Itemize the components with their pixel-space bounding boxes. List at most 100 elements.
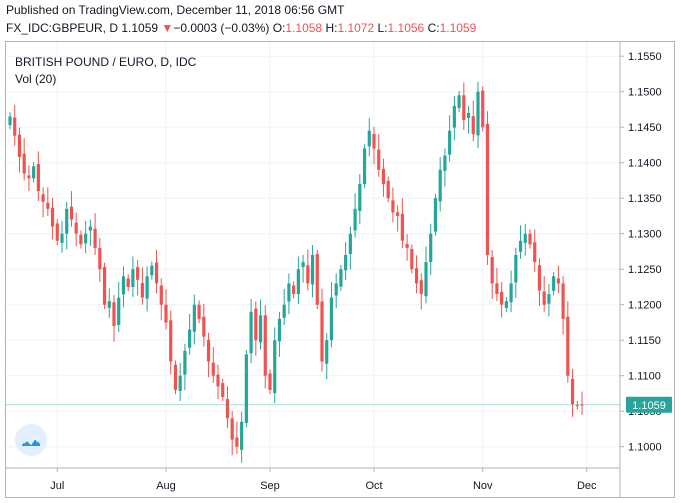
candle-body [504,301,508,308]
candle-body [225,399,230,419]
chart-legend-title: BRITISH POUND / EURO, D, IDC [15,55,197,69]
candle [268,369,272,395]
candle [485,111,490,265]
candle-body [154,262,159,284]
candle-body [292,285,296,295]
candle [159,278,163,321]
candle-body [495,283,499,295]
low-label: L: [377,21,388,35]
candle-body [485,124,490,255]
volume-legend: Vol (20) [15,72,57,86]
candle [514,247,518,298]
candle-body [235,437,239,447]
candle [254,301,258,356]
candle-body [69,206,74,220]
candle-body [405,243,409,248]
candle-body [410,248,414,270]
candle [235,421,239,454]
candle-body [443,155,447,171]
candle [98,237,102,282]
candle [448,115,452,162]
candle [377,133,381,177]
candle-body [117,297,121,325]
candle [136,259,140,296]
last-price-label: 1.1059 [632,400,666,412]
tradingview-logo-icon[interactable] [15,424,47,456]
candle [27,165,31,192]
candle [471,100,475,142]
candle [93,213,97,255]
candle [121,266,126,308]
candle [282,289,286,325]
open-value: 1.1058 [285,21,323,35]
candle [457,90,461,113]
candle-body [244,354,248,423]
candle [287,273,291,315]
candle-body [372,133,376,149]
candle-body [150,265,154,276]
candle-body [339,269,343,287]
x-tick-label: Sep [260,480,280,492]
candle-body [570,378,575,405]
candle-body [471,116,475,135]
candle [504,296,508,313]
candle-body [518,240,523,252]
candle-body [46,202,50,209]
candle [353,193,357,238]
candle [258,299,263,350]
candle [329,281,334,348]
high-value: 1.1072 [337,21,375,35]
candle [320,288,324,372]
candle-body [490,257,494,284]
candle-body [509,283,513,303]
close-value: 1.1059 [439,21,477,35]
candle [381,158,386,197]
candle [277,311,282,357]
candle-body [362,148,367,184]
published-line: Published on TradingView.com, December 1… [6,3,345,17]
candle [50,197,55,240]
candle [102,262,107,309]
candle [575,400,579,410]
candle [547,284,551,317]
candle-body [448,130,452,155]
candle [65,201,69,250]
candle [211,346,215,383]
y-tick-label: 1.1000 [628,442,662,454]
candle-body [32,166,36,179]
candle [145,266,149,312]
candle-body [556,278,560,284]
candle [240,411,244,463]
candle-body [249,311,253,354]
candle-body [159,285,163,305]
open-label: O: [272,21,286,35]
candle-body [358,184,362,211]
candle-body [65,208,69,234]
candle-body [164,304,168,323]
candle-body [22,153,26,174]
candle [74,212,78,247]
candle-body [55,223,59,241]
candle [112,295,116,342]
candle-body [542,291,546,305]
candle-body [414,268,419,284]
candle-body [344,255,348,271]
candle [429,223,433,275]
candle-body [107,301,111,308]
candle-body [282,304,286,318]
candle-body [575,405,579,407]
candle-body [183,350,187,375]
candle [542,275,546,312]
candle-body [552,276,556,291]
x-tick-label: Oct [365,480,382,492]
x-tick-label: Dec [577,480,597,492]
x-tick-label: Nov [473,480,493,492]
candle [509,270,513,313]
candle-body [268,373,272,390]
candle-body [230,418,234,440]
candle [533,229,537,273]
candle-body [377,149,381,170]
candle-body [79,234,83,245]
candle-body [216,374,220,387]
